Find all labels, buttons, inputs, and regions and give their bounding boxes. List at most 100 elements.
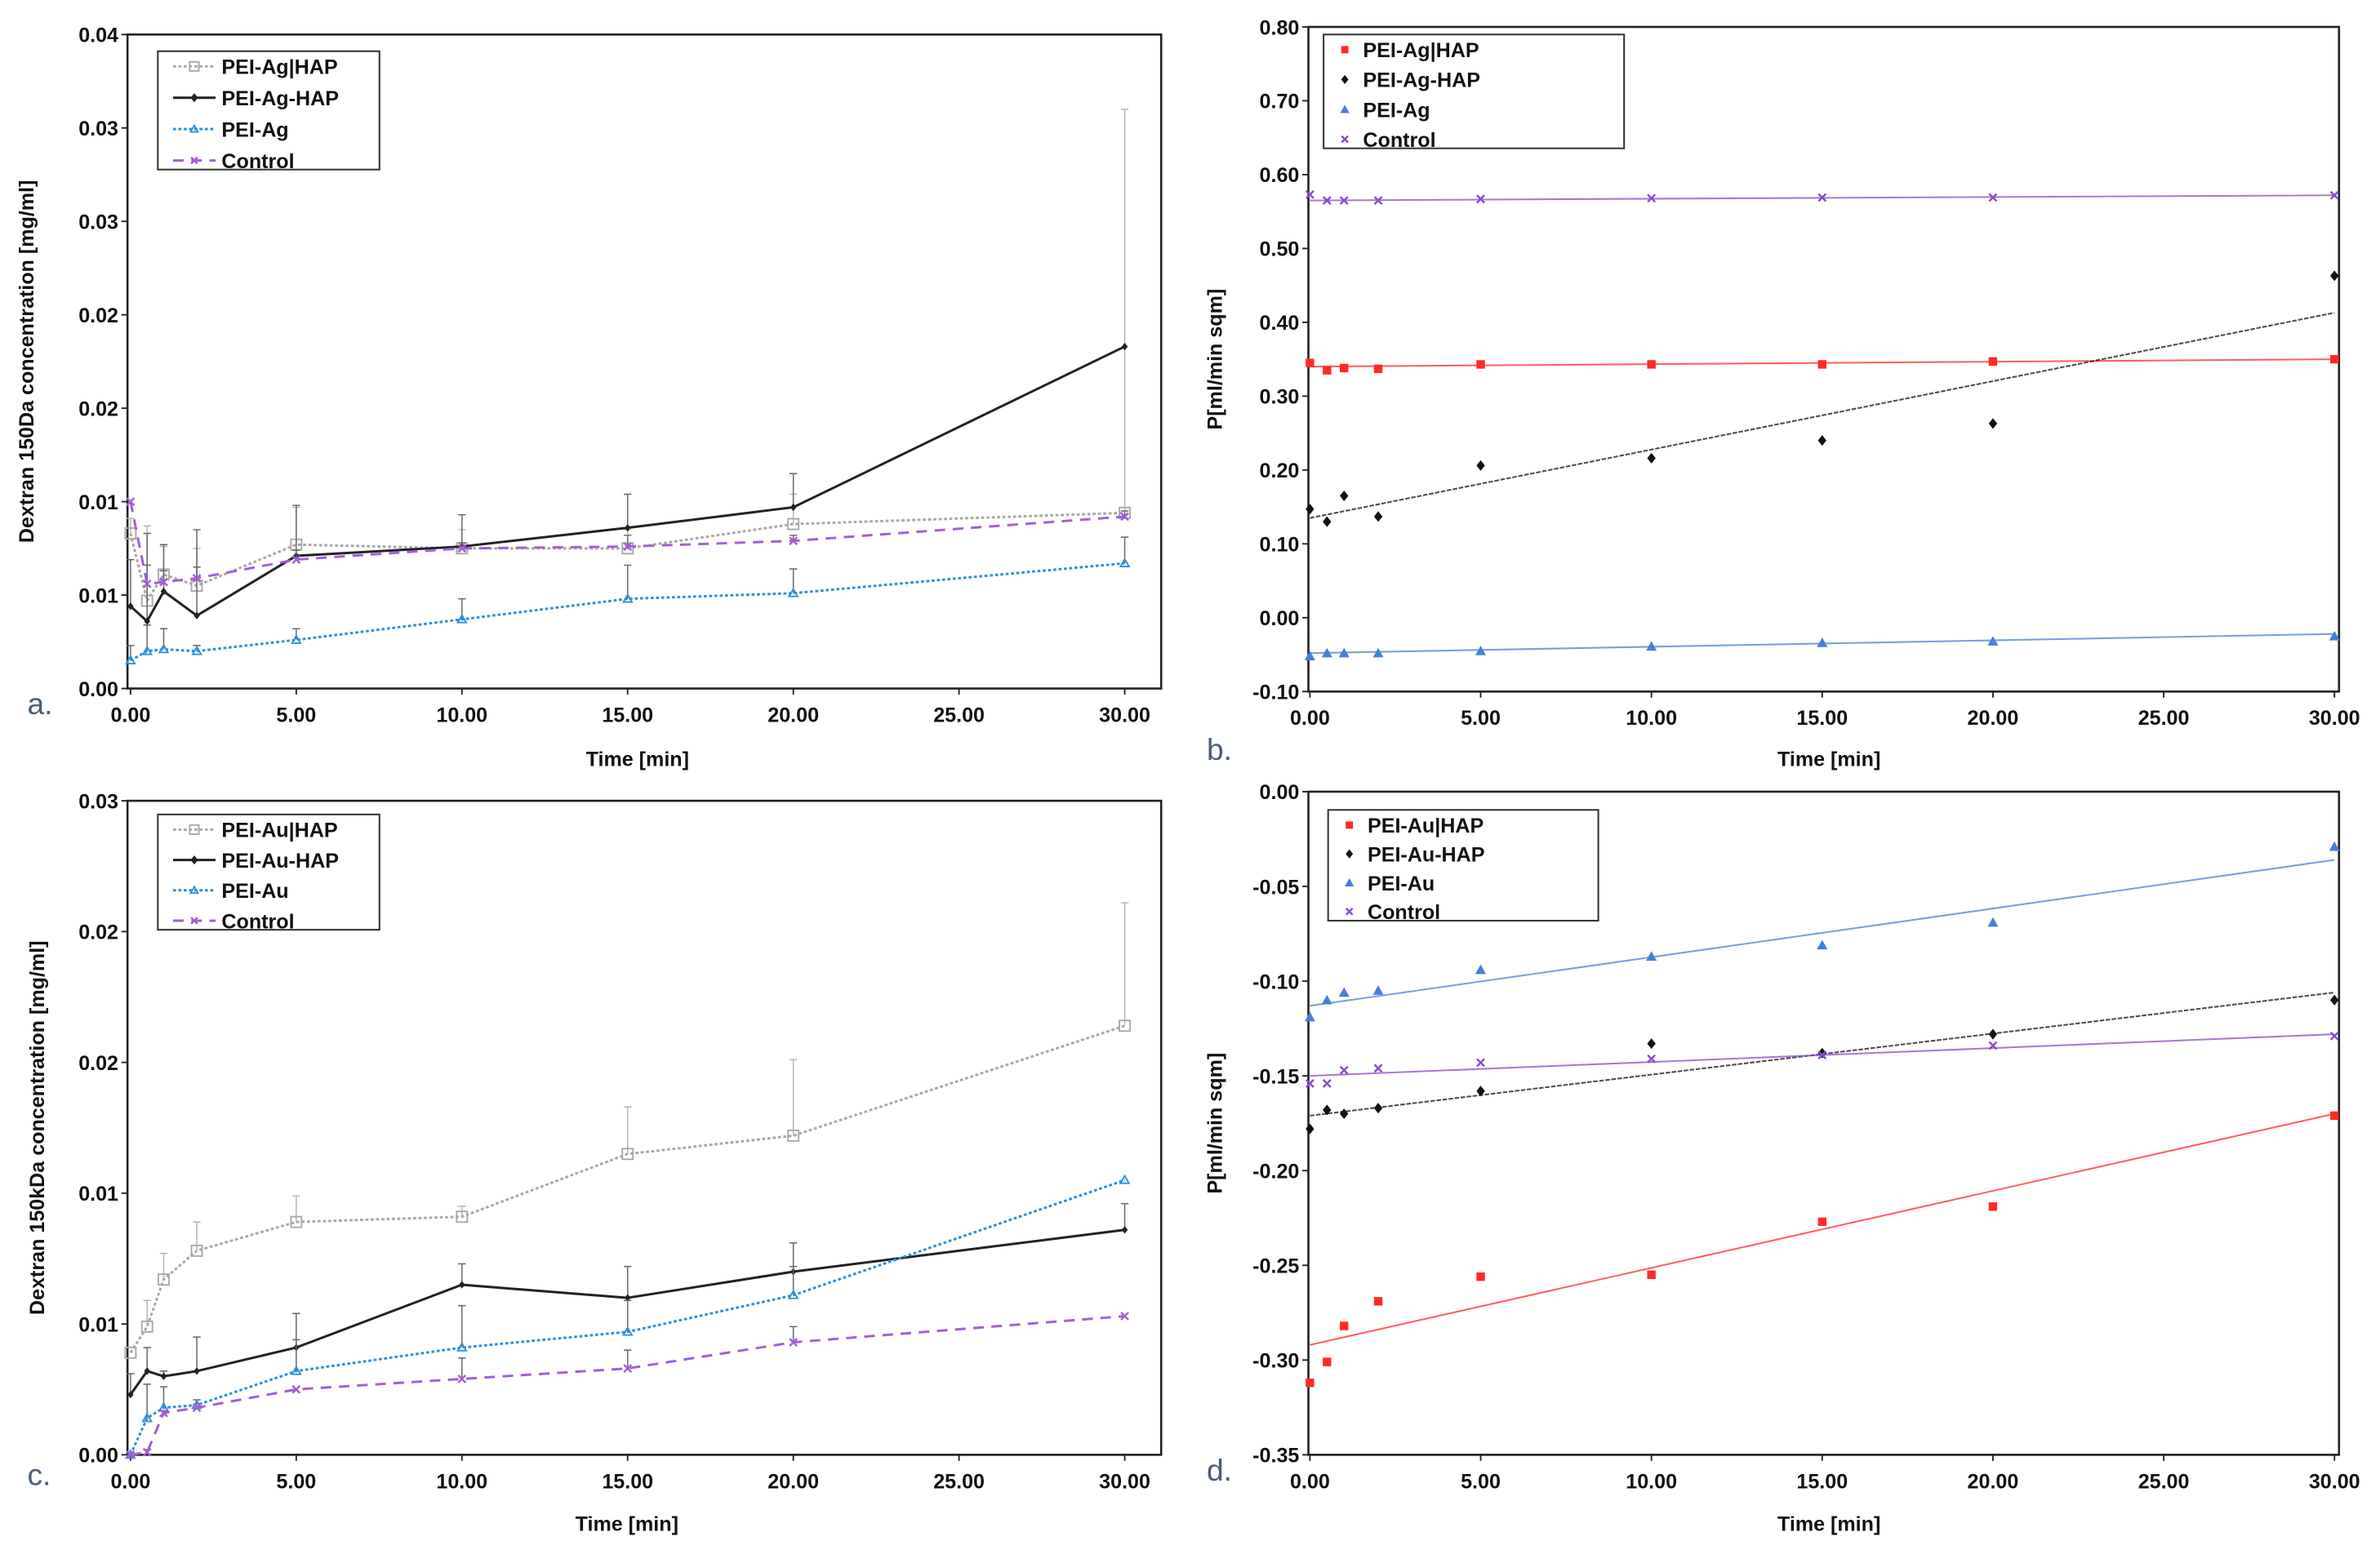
legend-box <box>1327 809 1599 922</box>
data-point <box>1817 1217 1827 1227</box>
data-point <box>1647 452 1656 464</box>
data-point <box>1306 1123 1315 1135</box>
data-point <box>2330 270 2339 282</box>
x-tick-label: 10.00 <box>1626 707 1677 730</box>
x-tick-label: 25.00 <box>933 1470 985 1493</box>
legend-marker <box>189 123 200 133</box>
data-point <box>457 1375 467 1383</box>
data-point <box>1322 196 1332 206</box>
x-tick-label: 5.00 <box>276 1470 316 1493</box>
error-bar <box>624 1349 632 1369</box>
data-point <box>1339 1321 1349 1330</box>
data-point <box>2330 1111 2339 1121</box>
legend-label: PEI-Au <box>221 880 288 903</box>
x-tick-label: 30.00 <box>2309 1470 2360 1493</box>
y-tick-label: -0.05 <box>1252 876 1299 899</box>
x-tick-label: 30.00 <box>1099 1470 1150 1493</box>
data-point <box>1321 647 1332 658</box>
data-point <box>1646 951 1657 962</box>
data-point <box>1121 1226 1128 1234</box>
data-point <box>1373 364 1383 374</box>
data-point <box>125 655 136 665</box>
data-point <box>623 542 633 551</box>
y-tick-label: 0.00 <box>1260 781 1300 804</box>
data-point <box>124 527 137 540</box>
data-point <box>126 1450 136 1459</box>
data-point <box>1476 194 1485 204</box>
data-point <box>190 1244 203 1257</box>
data-point <box>1817 435 1827 446</box>
data-point <box>291 1365 302 1375</box>
x-tick-label: 10.00 <box>436 1470 487 1493</box>
data-point <box>1475 645 1487 655</box>
legend-label: PEI-Au-HAP <box>1368 843 1485 866</box>
legend-marker <box>189 60 200 72</box>
data-point <box>1119 1019 1131 1033</box>
data-point <box>456 1341 468 1352</box>
data-point <box>1339 196 1349 206</box>
data-point <box>2329 841 2340 851</box>
data-point <box>1120 512 1129 522</box>
data-point <box>1373 1103 1383 1114</box>
data-point <box>159 1408 168 1418</box>
series-pei-ag-hap <box>1306 354 2339 375</box>
data-point <box>126 497 136 507</box>
legend-label: Control <box>1368 901 1440 924</box>
y-tick-label: 0.00 <box>78 678 118 701</box>
chart-panel-c: 0.00 0.01 0.01 0.02 0.02 0.03 0.00 5.00 10.00 15.… <box>26 790 1163 1535</box>
error-bar <box>624 535 632 547</box>
data-point <box>459 1281 465 1289</box>
legend-marker <box>1345 908 1354 916</box>
data-point <box>141 1412 153 1423</box>
x-tick-label: 25.00 <box>933 704 985 726</box>
data-point <box>1817 939 1828 950</box>
y-tick-label: 0.03 <box>78 118 118 140</box>
error-bar <box>1120 902 1129 1026</box>
data-point <box>1322 1078 1332 1088</box>
y-tick-label: -0.10 <box>1252 970 1299 993</box>
series-line <box>129 511 1125 604</box>
data-point <box>1304 651 1315 661</box>
x-tick-label: 20.00 <box>767 704 819 726</box>
data-point <box>787 517 800 531</box>
y-tick-label: 0.02 <box>78 304 118 327</box>
data-point <box>2330 354 2339 364</box>
series-pei-ag <box>125 536 1131 665</box>
data-point <box>2329 1031 2339 1041</box>
legend-marker <box>189 824 200 835</box>
data-point <box>1373 1297 1383 1306</box>
y-tick-label: 0.30 <box>1260 386 1300 409</box>
x-tick-label: 0.00 <box>1290 1470 1330 1493</box>
y-tick-label: -0.35 <box>1252 1445 1299 1468</box>
x-tick-label: 15.00 <box>602 1470 653 1493</box>
x-axis-title: Time [min] <box>1777 748 1880 771</box>
y-tick-label: -0.20 <box>1252 1160 1299 1183</box>
y-axis-title: Dextran 150kDa concentration [mg/ml] <box>26 940 49 1315</box>
series-control <box>1305 1031 2339 1088</box>
data-point <box>1647 193 1657 203</box>
legend-marker <box>190 855 198 865</box>
y-tick-label: 0.02 <box>78 922 118 944</box>
x-tick-label: 10.00 <box>436 704 487 726</box>
data-point <box>291 555 301 564</box>
data-point <box>291 633 302 644</box>
error-bar <box>292 1195 300 1223</box>
data-point <box>142 579 152 588</box>
error-bar <box>790 473 798 508</box>
y-tick-label: 0.02 <box>78 1052 118 1075</box>
y-tick-label: 0.04 <box>78 24 118 47</box>
series-pei-ag <box>1304 630 2340 661</box>
series-pei-au-hap <box>124 902 1131 1359</box>
legend: PEI-Au|HAP PEI-Au-HAP PEI-Au Control <box>157 813 380 933</box>
x-tick-label: 20.00 <box>1968 1470 2019 1493</box>
series-pei-ag-hap <box>1306 270 2339 527</box>
data-point <box>1987 636 1999 646</box>
data-point <box>192 574 202 583</box>
error-bar <box>127 517 135 534</box>
data-point <box>1476 460 1485 471</box>
error-bar <box>1120 109 1129 513</box>
series-control <box>126 497 1129 588</box>
data-point <box>124 1346 137 1359</box>
data-point <box>1306 358 1315 367</box>
